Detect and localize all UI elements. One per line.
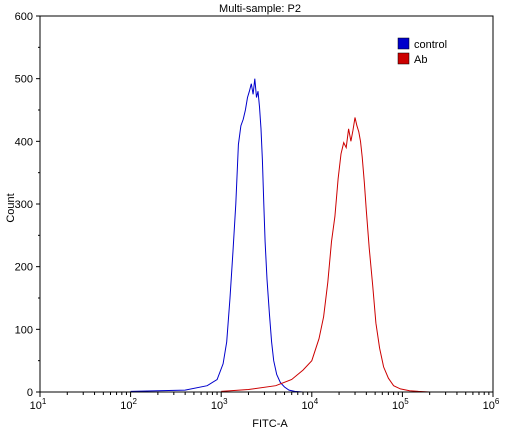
x-tick-label: 104 (301, 397, 318, 412)
legend-swatch-ab (397, 52, 410, 65)
axes-layer: 0 100 200 300 400 500 600 101 102 103 104 105 106 (15, 11, 500, 412)
y-tick-label: 600 (15, 11, 33, 23)
legend-label-ab: Ab (414, 54, 427, 66)
y-tick-label: 400 (15, 136, 33, 148)
legend-swatch-control (397, 37, 410, 50)
y-axis-title: Count (5, 193, 17, 222)
y-tick-label: 500 (15, 74, 33, 86)
plot-background (40, 16, 493, 392)
y-tick-label: 200 (15, 262, 33, 274)
x-axis-title: FITC-A (252, 418, 288, 430)
y-tick-label: 300 (15, 199, 33, 211)
plot-area (40, 16, 493, 392)
legend-label-control: control (414, 39, 447, 51)
y-tick-label: 100 (15, 324, 33, 336)
series-line-control (130, 78, 304, 393)
x-tick-label: 102 (120, 397, 137, 412)
x-tick-label: 101 (30, 397, 47, 412)
chart-title: Multi-sample: P2 (219, 3, 301, 15)
legend: control Ab (397, 37, 447, 66)
y-tick-label: 0 (27, 387, 33, 399)
series-layer (130, 78, 430, 393)
x-tick-label: 106 (483, 397, 500, 412)
series-line-ab (221, 117, 430, 393)
x-tick-label: 105 (392, 397, 409, 412)
x-tick-label: 103 (211, 397, 228, 412)
